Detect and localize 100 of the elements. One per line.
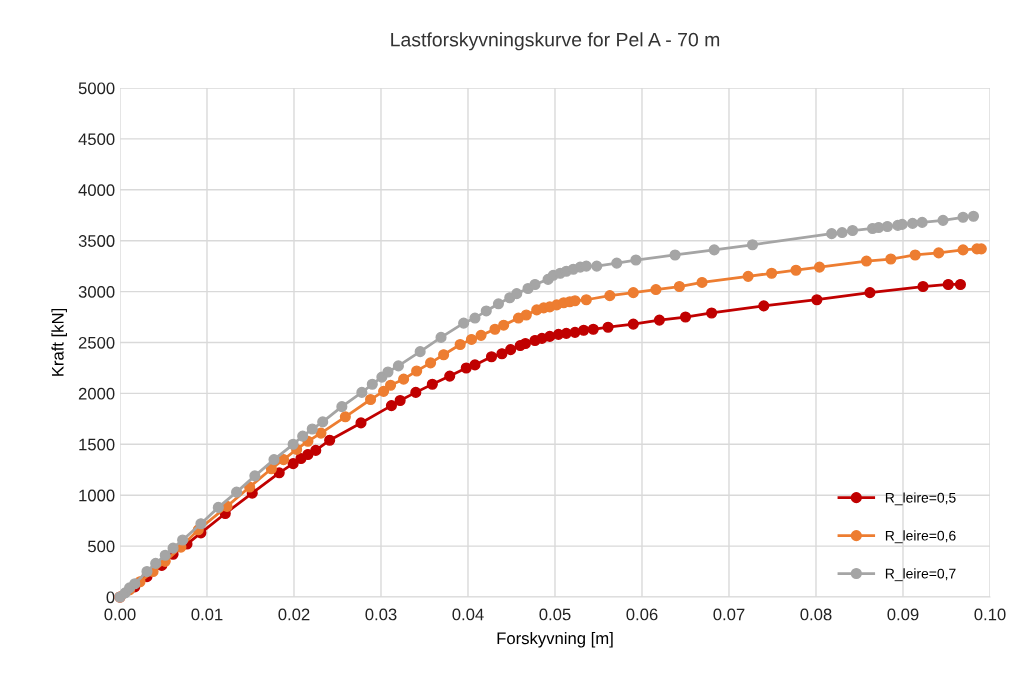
legend-label: R_leire=0,7 <box>885 568 956 582</box>
point <box>916 216 928 228</box>
point <box>310 444 322 456</box>
y-tick-label: 4500 <box>78 133 115 146</box>
point <box>846 224 859 237</box>
point <box>587 323 599 335</box>
point <box>385 400 397 412</box>
point <box>907 217 919 229</box>
point <box>591 260 603 272</box>
x-axis-title: Forskyvning [m] <box>497 631 613 648</box>
x-tick-label: 0.02 <box>278 608 310 621</box>
point <box>268 454 280 466</box>
point <box>881 220 893 233</box>
point <box>469 359 481 371</box>
point <box>957 211 969 223</box>
point <box>378 385 390 397</box>
point <box>454 338 466 351</box>
point <box>444 370 456 382</box>
point <box>306 423 318 435</box>
legend-label: R_leire=0,6 <box>885 530 956 544</box>
x-tick-label: 0.05 <box>539 608 571 621</box>
point <box>366 378 378 390</box>
point <box>630 254 642 266</box>
point <box>287 458 299 470</box>
point <box>212 501 224 513</box>
point <box>529 278 541 291</box>
point <box>836 226 848 239</box>
point <box>611 257 623 269</box>
point <box>937 214 949 226</box>
point <box>355 417 367 429</box>
point <box>954 278 966 291</box>
point <box>480 305 492 317</box>
point <box>460 362 472 374</box>
point <box>742 270 754 282</box>
point <box>673 280 685 293</box>
point <box>917 280 929 293</box>
point <box>942 278 954 291</box>
point <box>511 288 523 300</box>
point <box>578 324 590 336</box>
point <box>177 534 189 546</box>
point <box>826 228 838 240</box>
point <box>159 549 171 561</box>
x-tick-label: 0.03 <box>365 608 397 621</box>
y-tick-label: 1000 <box>79 489 115 502</box>
x-tick-label: 0.07 <box>713 608 745 621</box>
point <box>324 434 336 446</box>
point <box>249 470 261 482</box>
point <box>496 348 508 360</box>
point <box>150 557 162 569</box>
point <box>426 378 438 390</box>
point <box>435 331 447 343</box>
x-tick-label: 0.08 <box>800 608 832 621</box>
chart-title: Lastforskyvningskurve for Pel A - 70 m <box>391 32 720 51</box>
point <box>458 317 470 329</box>
point <box>696 276 708 288</box>
point <box>706 307 718 319</box>
point <box>909 249 921 261</box>
point <box>414 346 426 358</box>
point <box>864 287 876 299</box>
point <box>498 319 510 331</box>
point <box>167 542 179 554</box>
point <box>679 311 692 323</box>
point <box>315 427 327 439</box>
point <box>469 312 481 324</box>
point <box>811 294 823 306</box>
point <box>317 416 329 428</box>
y-tick-label: 3000 <box>78 286 115 298</box>
point <box>339 411 351 423</box>
point <box>813 261 826 273</box>
point <box>385 379 397 391</box>
point <box>650 284 662 296</box>
point <box>957 244 969 256</box>
point <box>492 298 505 310</box>
y-tick-label: 2500 <box>78 336 115 349</box>
y-tick-label: 2000 <box>78 387 115 400</box>
x-tick-label: 0.01 <box>191 608 223 621</box>
point <box>627 287 639 299</box>
point <box>382 366 394 378</box>
x-tick-label: 0.09 <box>887 608 919 621</box>
y-tick-label: 4000 <box>78 184 115 196</box>
point <box>231 486 243 498</box>
point <box>489 323 501 335</box>
x-tick-label: 0.04 <box>452 608 484 621</box>
point <box>425 357 437 369</box>
y-tick-label: 3500 <box>78 235 115 247</box>
y-tick-label: 5000 <box>78 82 115 95</box>
x-tick-label: 0.06 <box>626 608 658 621</box>
x-tick-label: 0.00 <box>104 608 136 621</box>
point <box>410 386 422 398</box>
point <box>604 290 616 302</box>
point <box>398 373 410 385</box>
point <box>438 349 450 361</box>
point <box>933 247 945 259</box>
point <box>394 394 406 407</box>
point <box>602 321 614 333</box>
x-tick-label: 0.10 <box>974 608 1006 621</box>
point <box>708 244 720 256</box>
point <box>790 264 802 276</box>
point <box>273 467 285 479</box>
point <box>746 239 759 251</box>
